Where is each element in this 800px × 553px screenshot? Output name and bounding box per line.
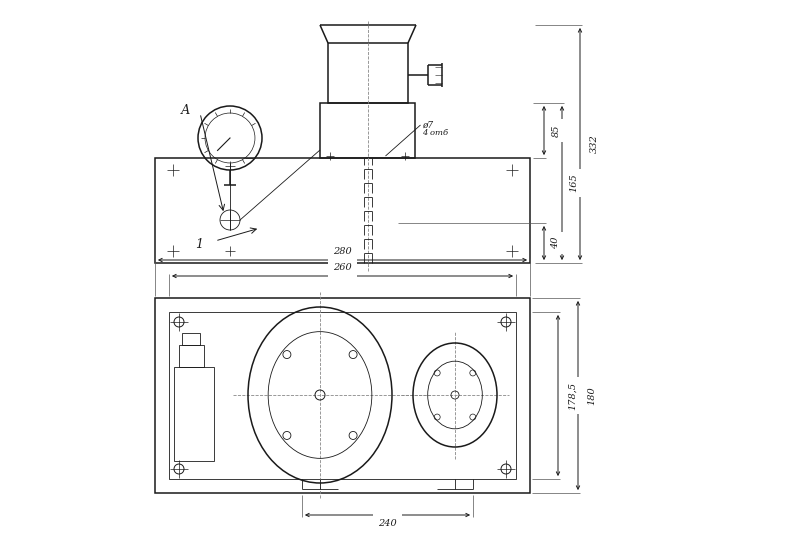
- Text: ø7: ø7: [422, 121, 434, 129]
- Text: 165: 165: [570, 174, 578, 192]
- Text: 4 отб: 4 отб: [422, 129, 449, 137]
- Bar: [179, 345, 204, 367]
- Text: 1: 1: [195, 237, 203, 251]
- Text: 260: 260: [333, 263, 352, 273]
- Text: 178,5: 178,5: [567, 382, 577, 410]
- Bar: [328, 43, 408, 103]
- Text: 40: 40: [551, 237, 561, 249]
- Bar: [174, 367, 214, 461]
- Text: 332: 332: [590, 134, 598, 153]
- Bar: [182, 333, 200, 345]
- Bar: [320, 103, 415, 158]
- Text: А: А: [181, 103, 190, 117]
- Text: 85: 85: [551, 124, 561, 137]
- Bar: [155, 158, 530, 263]
- Bar: [155, 298, 530, 493]
- Text: 240: 240: [378, 519, 397, 528]
- Text: 280: 280: [333, 248, 352, 257]
- Text: 180: 180: [587, 386, 597, 405]
- Bar: [169, 312, 516, 479]
